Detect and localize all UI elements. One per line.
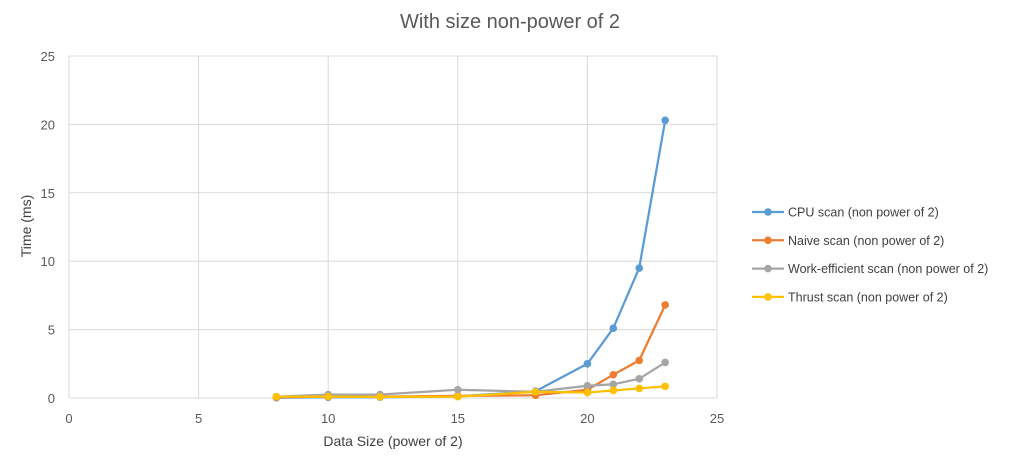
x-tick-label: 15 bbox=[451, 411, 465, 426]
series-line bbox=[276, 304, 667, 399]
legend-marker bbox=[764, 236, 772, 245]
data-point bbox=[583, 381, 592, 390]
data-point bbox=[583, 360, 592, 368]
axis-ticks: 0 5 10 15 20 25 0 5 10 15 20 25 bbox=[41, 49, 725, 426]
data-point bbox=[609, 370, 618, 379]
legend-marker bbox=[764, 208, 772, 216]
x-tick-label: 5 bbox=[195, 411, 202, 426]
grid-lines bbox=[68, 55, 718, 399]
data-point bbox=[635, 384, 644, 393]
data-point bbox=[324, 392, 333, 401]
data-point bbox=[661, 358, 669, 367]
data-point bbox=[635, 356, 644, 365]
legend-item: Naive scan (non power of 2) bbox=[752, 234, 944, 248]
y-tick-label: 15 bbox=[41, 186, 55, 201]
data-point bbox=[454, 392, 462, 401]
series-2 bbox=[272, 301, 669, 402]
legend: CPU scan (non power of 2) Naive scan (non… bbox=[752, 206, 988, 304]
chart-title: With size non-power of 2 bbox=[400, 11, 620, 33]
legend-marker bbox=[764, 264, 772, 273]
x-tick-label: 10 bbox=[321, 411, 335, 426]
data-point bbox=[454, 385, 462, 394]
legend-item: CPU scan (non power of 2) bbox=[752, 206, 939, 220]
data-point bbox=[609, 386, 618, 395]
data-point bbox=[609, 324, 618, 333]
x-tick-label: 20 bbox=[580, 411, 594, 426]
legend-label: CPU scan (non power of 2) bbox=[788, 206, 939, 220]
data-point bbox=[583, 388, 592, 397]
y-tick-label: 20 bbox=[41, 117, 55, 132]
y-tick-label: 25 bbox=[41, 49, 55, 64]
data-point bbox=[635, 375, 644, 383]
data-point bbox=[661, 301, 669, 309]
series-lines bbox=[272, 116, 669, 402]
data-point bbox=[609, 380, 618, 389]
legend-label: Naive scan (non power of 2) bbox=[788, 234, 944, 248]
data-point bbox=[661, 116, 669, 125]
x-tick-label: 25 bbox=[710, 411, 724, 426]
x-tick-label: 0 bbox=[65, 411, 72, 426]
legend-item: Work-efficient scan (non power of 2) bbox=[752, 262, 988, 276]
legend-marker bbox=[764, 293, 772, 301]
series-3 bbox=[272, 358, 669, 401]
legend-label: Thrust scan (non power of 2) bbox=[788, 290, 948, 304]
series-4 bbox=[272, 382, 669, 401]
data-point bbox=[376, 393, 384, 401]
data-point bbox=[531, 388, 540, 396]
y-axis-label: Time (ms) bbox=[18, 195, 34, 257]
data-point bbox=[661, 382, 669, 391]
data-point bbox=[272, 392, 281, 401]
series-1 bbox=[272, 116, 669, 402]
y-tick-label: 10 bbox=[41, 254, 55, 269]
legend-item: Thrust scan (non power of 2) bbox=[752, 290, 948, 304]
data-point bbox=[635, 264, 644, 272]
legend-label: Work-efficient scan (non power of 2) bbox=[788, 262, 988, 276]
x-axis-label: Data Size (power of 2) bbox=[323, 433, 462, 449]
series-line bbox=[276, 120, 667, 399]
y-tick-label: 0 bbox=[48, 391, 55, 406]
y-tick-label: 5 bbox=[48, 323, 55, 338]
